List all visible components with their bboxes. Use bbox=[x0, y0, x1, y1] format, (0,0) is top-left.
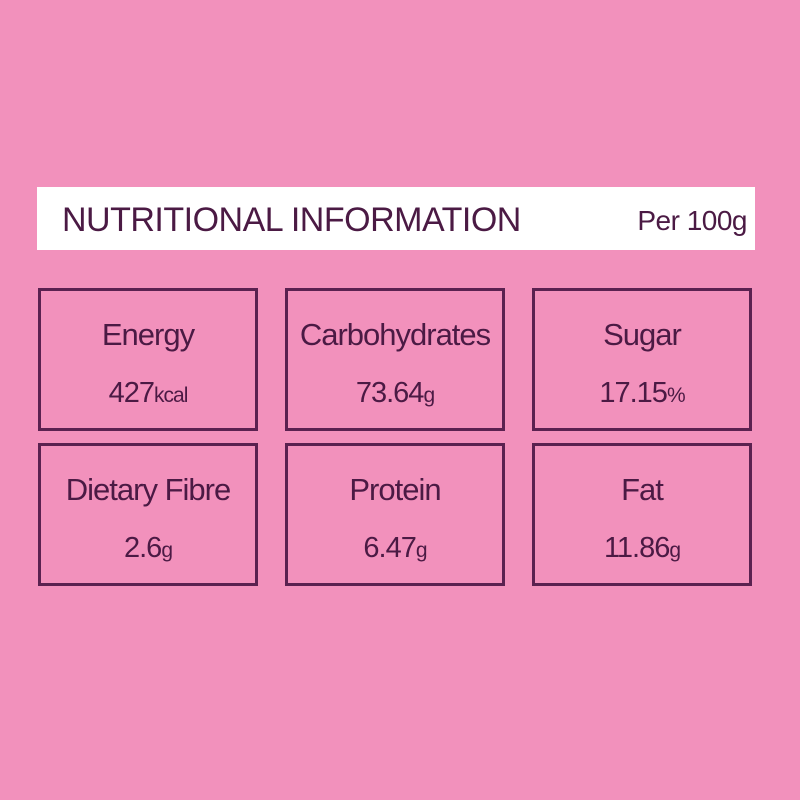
nutrient-cell: Energy 427kcal bbox=[38, 288, 258, 431]
nutrient-value-line: 11.86g bbox=[535, 532, 749, 565]
nutrient-cell: Carbohydrates 73.64g bbox=[285, 288, 505, 431]
title: NUTRITIONAL INFORMATION bbox=[62, 201, 521, 239]
nutrient-value-line: 2.6g bbox=[41, 532, 255, 565]
nutrient-value-line: 427kcal bbox=[41, 377, 255, 410]
nutrient-unit: g bbox=[423, 384, 435, 407]
nutrient-unit: g bbox=[669, 539, 681, 562]
nutrient-value: 6.47 bbox=[363, 532, 416, 564]
nutrient-label: Energy bbox=[101, 317, 195, 352]
nutrient-value-line: 6.47g bbox=[288, 532, 502, 565]
nutrient-value: 11.86 bbox=[603, 532, 670, 564]
nutrient-cell: Fat 11.86g bbox=[532, 443, 752, 586]
nutrient-label: Carbohydrates bbox=[299, 317, 491, 352]
nutrient-value: 73.64 bbox=[355, 377, 425, 409]
nutrient-cell: Sugar 17.15% bbox=[532, 288, 752, 431]
nutrient-label: Dietary Fibre bbox=[65, 472, 231, 507]
nutrient-value: 17.15 bbox=[599, 377, 668, 409]
header-bar: NUTRITIONAL INFORMATION Per 100g bbox=[37, 187, 755, 250]
nutrient-unit: g bbox=[415, 539, 428, 562]
nutrient-value-line: 17.15% bbox=[535, 377, 749, 410]
nutrient-unit: g bbox=[161, 539, 173, 562]
nutrient-cell: Dietary Fibre 2.6g bbox=[38, 443, 258, 586]
nutrient-value: 427 bbox=[108, 377, 155, 409]
nutrient-unit: kcal bbox=[154, 384, 188, 407]
nutrient-label: Sugar bbox=[603, 317, 682, 352]
nutrient-label: Fat bbox=[621, 472, 664, 507]
nutrient-cell: Protein 6.47g bbox=[285, 443, 505, 586]
nutrient-label: Protein bbox=[349, 472, 441, 507]
serving-note: Per 100g bbox=[637, 205, 747, 236]
nutrient-value: 2.6 bbox=[123, 532, 162, 564]
nutrient-value-line: 73.64g bbox=[288, 377, 502, 410]
nutrient-unit: % bbox=[666, 384, 686, 407]
